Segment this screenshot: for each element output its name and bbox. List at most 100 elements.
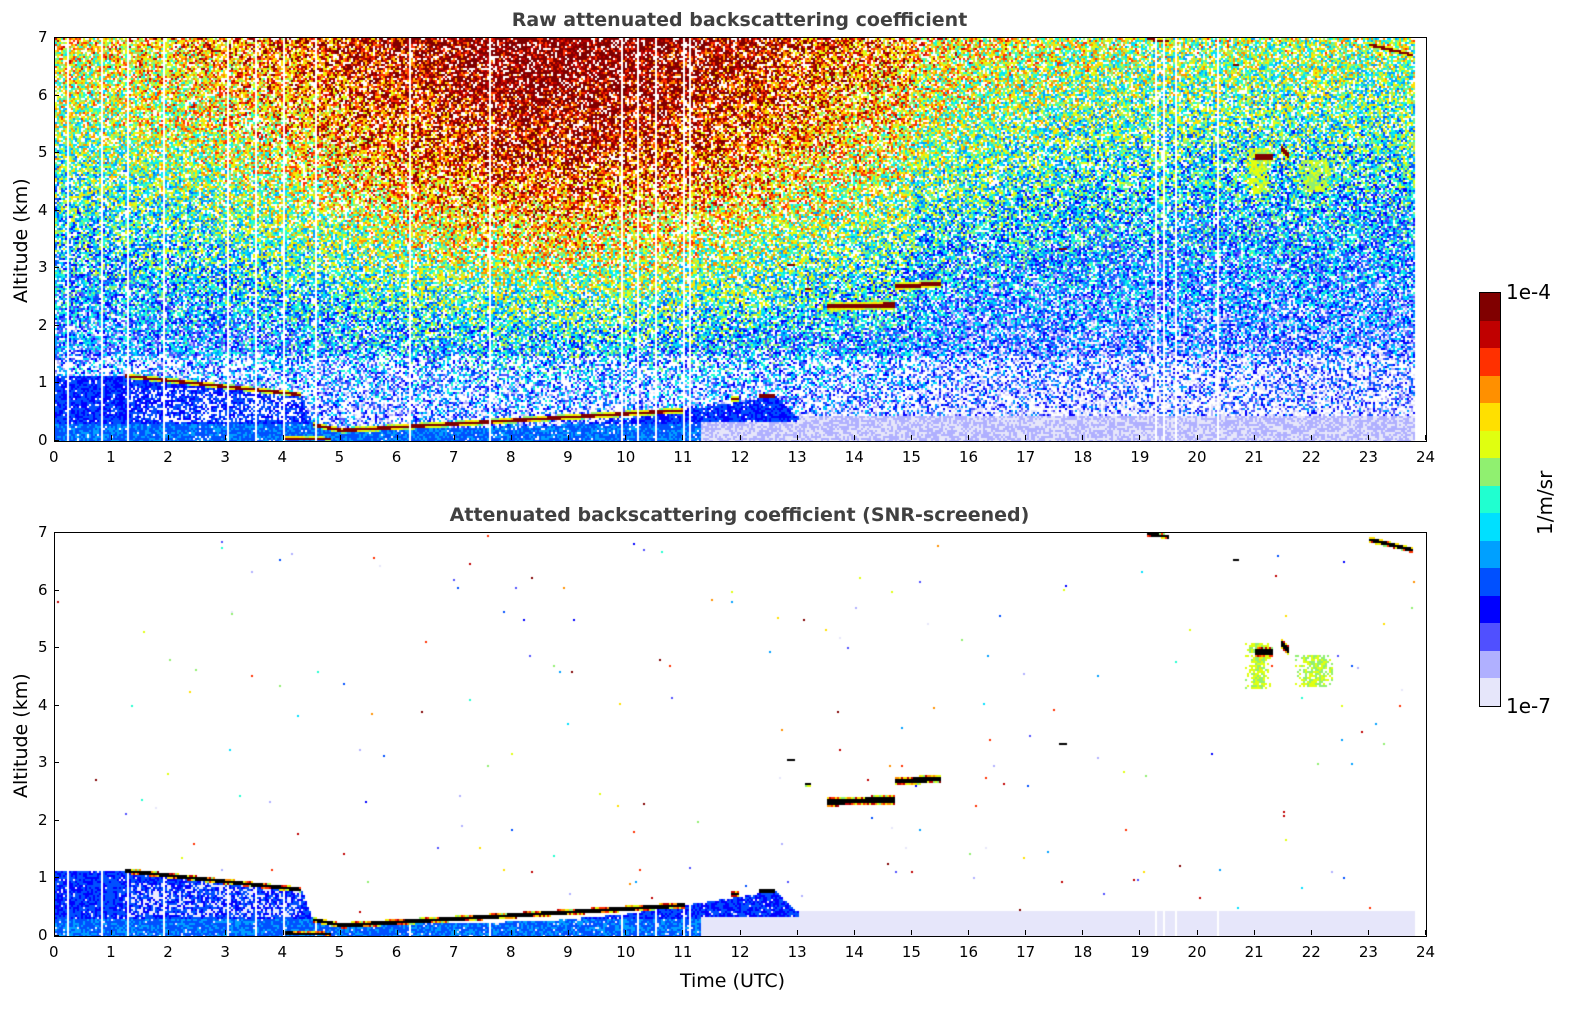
x-tick-label: 5 xyxy=(334,943,345,961)
y-tick-label: 6 xyxy=(38,85,48,104)
x-tick-mark xyxy=(968,435,969,440)
x-tick-mark xyxy=(396,435,398,440)
y-tick-mark xyxy=(54,589,59,591)
x-tick-label: 2 xyxy=(163,943,173,961)
y-tick-mark xyxy=(54,94,59,96)
x-tick-mark xyxy=(396,930,398,935)
colorbar-max-label: 1e-4 xyxy=(1506,280,1551,304)
x-tick-label: 16 xyxy=(959,943,979,961)
colorbar-segment xyxy=(1480,458,1500,486)
x-tick-label: 11 xyxy=(673,448,693,466)
y-tick-label: 4 xyxy=(38,695,48,714)
x-tick-label: 13 xyxy=(787,943,807,961)
x-tick-mark xyxy=(511,930,512,935)
x-tick-mark xyxy=(1196,930,1198,935)
x-tick-mark xyxy=(1196,435,1198,440)
colorbar-segment xyxy=(1480,623,1500,651)
y-tick-label: 0 xyxy=(38,431,48,449)
x-tick-mark xyxy=(568,930,570,935)
x-tick-label: 7 xyxy=(448,448,459,466)
y-tick-label: 0 xyxy=(38,926,48,944)
x-tick-label: 18 xyxy=(1073,943,1093,961)
x-tick-mark xyxy=(682,930,684,935)
x-tick-mark xyxy=(1425,435,1426,440)
x-tick-label: 14 xyxy=(844,448,864,466)
y-tick-mark xyxy=(54,647,59,649)
x-tick-mark xyxy=(1082,930,1084,935)
x-tick-mark xyxy=(1025,930,1027,935)
x-tick-label: 3 xyxy=(220,943,230,961)
colorbar-segment xyxy=(1480,595,1500,624)
x-tick-label: 23 xyxy=(1358,448,1378,466)
x-tick-label: 4 xyxy=(277,448,288,466)
x-tick-mark xyxy=(54,930,55,935)
x-tick-label: 1 xyxy=(106,943,116,961)
x-tick-mark xyxy=(54,435,55,440)
x-tick-mark xyxy=(339,435,341,440)
x-tick-label: 11 xyxy=(673,943,693,961)
x-tick-label: 24 xyxy=(1416,943,1436,961)
x-tick-label: 20 xyxy=(1187,448,1207,466)
x-tick-label: 21 xyxy=(1244,448,1264,466)
y-tick-label: 5 xyxy=(38,143,48,162)
colorbar-unit-label: 1/m/sr xyxy=(1533,470,1557,535)
x-tick-mark xyxy=(168,435,170,440)
raw-backscatter-plot xyxy=(54,37,1427,442)
x-tick-mark xyxy=(111,435,113,440)
colorbar-segment xyxy=(1480,485,1500,514)
x-tick-mark xyxy=(511,435,512,440)
x-tick-mark xyxy=(1310,930,1312,935)
y-tick-mark xyxy=(54,152,59,154)
x-tick-label: 0 xyxy=(49,943,59,961)
x-tick-mark xyxy=(796,930,798,935)
x-tick-mark xyxy=(853,435,855,440)
y-tick-label: 4 xyxy=(38,200,48,219)
x-tick-mark xyxy=(1310,435,1312,440)
colorbar-segment xyxy=(1480,540,1500,569)
x-tick-mark xyxy=(111,930,113,935)
x-tick-mark xyxy=(739,435,741,440)
x-tick-label: 10 xyxy=(616,448,636,466)
y-tick-mark xyxy=(54,267,59,269)
x-tick-label: 8 xyxy=(506,448,516,466)
y-tick-label: 6 xyxy=(38,580,48,599)
x-tick-mark xyxy=(453,930,455,935)
x-tick-label: 7 xyxy=(448,943,459,961)
x-tick-label: 12 xyxy=(730,448,750,466)
x-tick-label: 22 xyxy=(1301,943,1321,961)
x-tick-mark xyxy=(1139,930,1141,935)
x-tick-mark xyxy=(1253,435,1255,440)
y-tick-label: 3 xyxy=(38,753,48,772)
y-tick-mark xyxy=(54,935,59,936)
x-tick-label: 3 xyxy=(220,448,230,466)
x-tick-label: 9 xyxy=(563,448,573,466)
x-tick-label: 16 xyxy=(959,448,979,466)
y-tick-label: 1 xyxy=(38,373,48,392)
y-tick-mark xyxy=(54,704,59,706)
x-tick-mark xyxy=(1139,435,1141,440)
colorbar-segment xyxy=(1480,348,1500,376)
x-tick-mark xyxy=(282,435,284,440)
x-tick-label: 18 xyxy=(1073,448,1093,466)
x-tick-mark xyxy=(282,930,284,935)
x-tick-label: 22 xyxy=(1301,448,1321,466)
x-tick-label: 19 xyxy=(1130,943,1150,961)
y-tick-mark xyxy=(54,382,59,384)
x-tick-label: 8 xyxy=(506,943,516,961)
x-tick-mark xyxy=(453,435,455,440)
top-plot-title: Raw attenuated backscattering coefficien… xyxy=(511,9,968,31)
y-tick-mark xyxy=(54,324,59,326)
colorbar-segment xyxy=(1480,678,1500,706)
x-tick-mark xyxy=(739,930,741,935)
x-tick-label: 21 xyxy=(1244,943,1264,961)
x-tick-label: 5 xyxy=(334,448,345,466)
x-tick-label: 12 xyxy=(730,943,750,961)
y-tick-label: 2 xyxy=(38,810,48,829)
x-tick-label: 4 xyxy=(277,943,288,961)
y-tick-label: 2 xyxy=(38,315,48,334)
x-tick-mark xyxy=(625,930,627,935)
x-tick-mark xyxy=(968,930,969,935)
x-tick-label: 15 xyxy=(901,943,921,961)
colorbar-min-label: 1e-7 xyxy=(1506,694,1551,718)
